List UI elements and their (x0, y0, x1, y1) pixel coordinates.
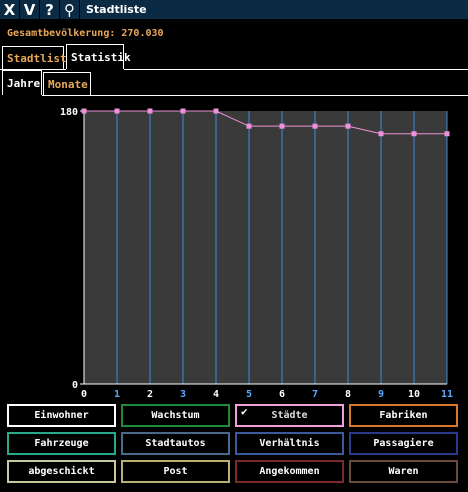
statistics-chart: 0 180 0 1 2 3 4 5 6 7 8 9 10 11 (0, 100, 468, 400)
x-tick-label: 3 (180, 389, 186, 400)
subtab-divider (0, 95, 468, 96)
graph-button-fahrzeuge[interactable]: Fahrzeuge (7, 432, 116, 455)
graph-button-waren[interactable]: Waren (349, 460, 458, 483)
tab-divider (0, 69, 468, 70)
graph-button-label: abgeschickt (28, 466, 95, 477)
graph-button-einwohner[interactable]: Einwohner (7, 404, 116, 427)
graph-button-fabriken[interactable]: Fabriken (349, 404, 458, 427)
x-tick-label: 4 (213, 389, 219, 400)
tab-stadtliste[interactable]: Stadtliste (2, 46, 73, 70)
graph-button-stadtautos[interactable]: Stadtautos (121, 432, 230, 455)
y-tick-label: 180 (60, 107, 78, 118)
data-point (246, 123, 252, 129)
x-tick-label: 10 (408, 389, 420, 400)
data-point (444, 131, 450, 137)
data-point (378, 131, 384, 137)
graph-button-label: Waren (388, 466, 419, 477)
data-point (81, 108, 87, 114)
checkmark-icon: ✔ (241, 405, 248, 418)
graph-button-post[interactable]: Post (121, 460, 230, 483)
tab-monate[interactable]: Monate (43, 72, 91, 96)
graph-button-label: Fabriken (379, 410, 428, 421)
tab-statistik[interactable]: Statistik (66, 44, 131, 70)
x-tick-label: 6 (279, 389, 285, 400)
data-point (312, 123, 318, 129)
data-point (147, 108, 153, 114)
data-point (213, 108, 219, 114)
graph-button-label: Post (163, 466, 188, 477)
graph-button-angekommen[interactable]: Angekommen (235, 460, 344, 483)
close-icon[interactable]: X (0, 0, 20, 19)
series-line (84, 110, 447, 135)
data-point (180, 108, 186, 114)
graph-button-label: Städte (271, 410, 308, 421)
title-bar: X V ? ⚲ Stadtliste (0, 0, 468, 19)
graph-button-abgeschickt[interactable]: abgeschickt (7, 460, 116, 483)
data-point (345, 123, 351, 129)
help-icon[interactable]: ? (40, 0, 60, 19)
x-tick-label: 0 (81, 389, 87, 400)
collapse-icon[interactable]: V (20, 0, 40, 19)
graph-button-label: Wachstum (151, 410, 200, 421)
x-tick-label: 1 (114, 389, 120, 400)
graph-button-passagiere[interactable]: Passagiere (349, 432, 458, 455)
data-point (411, 131, 417, 137)
x-tick-label: 9 (378, 389, 384, 400)
data-point (114, 108, 120, 114)
x-tick-label: 2 (147, 389, 153, 400)
graph-button-label: Angekommen (259, 466, 320, 477)
window-title: Stadtliste (86, 3, 147, 16)
y-tick-label: 0 (72, 380, 78, 391)
graph-button-städte[interactable]: ✔ Städte (235, 404, 344, 427)
graph-button-label: Verhältnis (259, 438, 320, 449)
graph-button-wachstum[interactable]: Wachstum (121, 404, 230, 427)
tab-jahre[interactable]: Jahre (2, 70, 42, 96)
graph-button-label: Stadtautos (145, 438, 206, 449)
chart-svg: 0 180 0 1 2 3 4 5 6 7 8 9 10 11 (60, 107, 453, 400)
sub-tabs: Jahre Monate (0, 70, 468, 96)
main-tabs: Stadtliste Statistik (0, 44, 468, 70)
data-point (279, 123, 285, 129)
graph-button-verhältnis[interactable]: Verhältnis (235, 432, 344, 455)
graph-button-label: Passagiere (373, 438, 434, 449)
x-tick-label: 5 (246, 389, 252, 400)
x-tick-label: 11 (441, 389, 453, 400)
graph-button-label: Einwohner (34, 410, 89, 421)
total-population: Gesamtbevölkerung: 270.030 (7, 28, 164, 39)
graph-button-label: Fahrzeuge (34, 438, 89, 449)
plot-area (84, 111, 447, 384)
x-tick-label: 7 (312, 389, 318, 400)
x-tick-label: 8 (345, 389, 351, 400)
pin-icon[interactable]: ⚲ (60, 0, 80, 19)
